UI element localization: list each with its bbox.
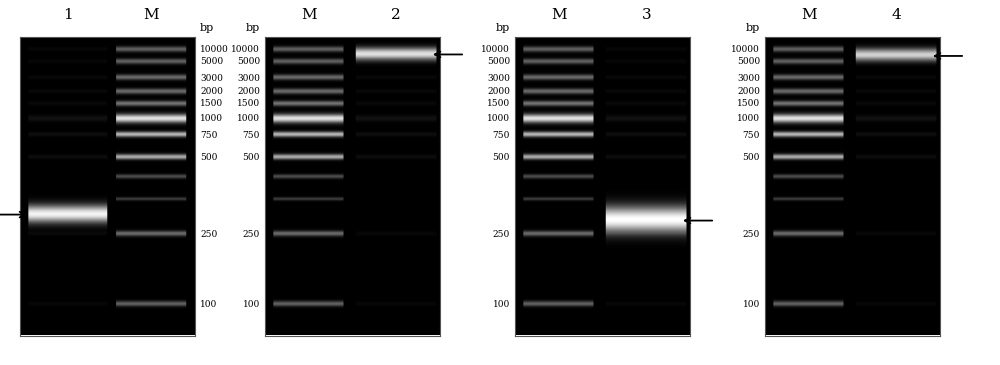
Text: 10000: 10000 (731, 46, 760, 54)
Text: 2: 2 (391, 8, 401, 22)
Text: 1500: 1500 (237, 99, 260, 108)
Text: 250: 250 (243, 230, 260, 239)
Text: 1000: 1000 (487, 114, 510, 123)
Text: 3000: 3000 (737, 74, 760, 83)
Text: 250: 250 (200, 230, 217, 239)
Text: bp: bp (746, 23, 760, 33)
Text: 3000: 3000 (487, 74, 510, 83)
Text: 750: 750 (200, 131, 217, 140)
Text: 100: 100 (493, 300, 510, 309)
Text: 1500: 1500 (737, 99, 760, 108)
Text: M: M (801, 8, 817, 22)
Text: 2000: 2000 (237, 87, 260, 96)
Text: 1500: 1500 (487, 99, 510, 108)
Text: bp: bp (246, 23, 260, 33)
Text: 500: 500 (493, 153, 510, 162)
Text: 4: 4 (891, 8, 901, 22)
Text: 500: 500 (200, 153, 217, 162)
Text: 100: 100 (243, 300, 260, 309)
Text: 1000: 1000 (200, 114, 223, 123)
Text: 10000: 10000 (231, 46, 260, 54)
Text: 2000: 2000 (487, 87, 510, 96)
Text: 100: 100 (743, 300, 760, 309)
Text: 2000: 2000 (737, 87, 760, 96)
Text: 250: 250 (493, 230, 510, 239)
Text: 500: 500 (743, 153, 760, 162)
Text: 1500: 1500 (200, 99, 223, 108)
Text: M: M (143, 8, 159, 22)
Text: 5000: 5000 (487, 57, 510, 66)
Text: 750: 750 (243, 131, 260, 140)
Text: 1: 1 (63, 8, 73, 22)
Text: 5000: 5000 (200, 57, 223, 66)
Text: M: M (301, 8, 317, 22)
Text: 1000: 1000 (737, 114, 760, 123)
Text: 1000: 1000 (237, 114, 260, 123)
Text: 3000: 3000 (200, 74, 223, 83)
Text: 5000: 5000 (237, 57, 260, 66)
Text: 3000: 3000 (237, 74, 260, 83)
Text: 2000: 2000 (200, 87, 223, 96)
Text: 500: 500 (243, 153, 260, 162)
Text: 250: 250 (743, 230, 760, 239)
Text: 100: 100 (200, 300, 217, 309)
Text: 750: 750 (743, 131, 760, 140)
Text: 3: 3 (641, 8, 651, 22)
Text: bp: bp (496, 23, 510, 33)
Text: M: M (551, 8, 567, 22)
Text: 5000: 5000 (737, 57, 760, 66)
Text: bp: bp (200, 23, 214, 33)
Text: 10000: 10000 (481, 46, 510, 54)
Text: 750: 750 (493, 131, 510, 140)
Text: 10000: 10000 (200, 46, 229, 54)
